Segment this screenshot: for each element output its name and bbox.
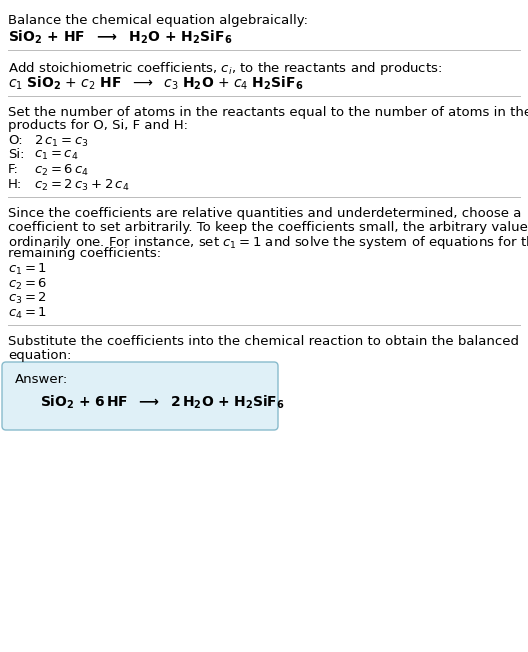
Text: $\mathbf{SiO_2}$ $\mathbf{+}$ $\mathbf{6\,HF}$  $\mathbf{\longrightarrow}$  $\ma: $\mathbf{SiO_2}$ $\mathbf{+}$ $\mathbf{6… — [40, 394, 285, 411]
Text: Add stoichiometric coefficients, $c_i$, to the reactants and products:: Add stoichiometric coefficients, $c_i$, … — [8, 60, 442, 77]
Text: $c_2 = 2\,c_3 + 2\,c_4$: $c_2 = 2\,c_3 + 2\,c_4$ — [34, 177, 129, 192]
Text: Si:: Si: — [8, 149, 24, 162]
Text: $c_2 = 6$: $c_2 = 6$ — [8, 276, 48, 291]
Text: ordinarily one. For instance, set $c_1 = 1$ and solve the system of equations fo: ordinarily one. For instance, set $c_1 =… — [8, 234, 528, 251]
Text: Substitute the coefficients into the chemical reaction to obtain the balanced: Substitute the coefficients into the che… — [8, 335, 519, 348]
Text: $c_4 = 1$: $c_4 = 1$ — [8, 306, 47, 321]
Text: Balance the chemical equation algebraically:: Balance the chemical equation algebraica… — [8, 14, 308, 27]
Text: O:: O: — [8, 134, 23, 147]
Text: H:: H: — [8, 177, 22, 190]
Text: coefficient to set arbitrarily. To keep the coefficients small, the arbitrary va: coefficient to set arbitrarily. To keep … — [8, 220, 528, 233]
Text: Since the coefficients are relative quantities and underdetermined, choose a: Since the coefficients are relative quan… — [8, 207, 521, 220]
Text: $c_3 = 2$: $c_3 = 2$ — [8, 291, 47, 306]
Text: Answer:: Answer: — [15, 373, 68, 386]
Text: $2\,c_1 = c_3$: $2\,c_1 = c_3$ — [34, 134, 89, 149]
Text: products for O, Si, F and H:: products for O, Si, F and H: — [8, 119, 188, 132]
Text: $c_1$ $\mathbf{SiO_2}$ $+$ $c_2$ $\mathbf{HF}$  $\longrightarrow$  $c_3$ $\mathb: $c_1$ $\mathbf{SiO_2}$ $+$ $c_2$ $\mathb… — [8, 74, 304, 92]
Text: remaining coefficients:: remaining coefficients: — [8, 248, 161, 261]
Text: equation:: equation: — [8, 349, 71, 361]
FancyBboxPatch shape — [2, 362, 278, 430]
Text: $c_1 = 1$: $c_1 = 1$ — [8, 262, 47, 277]
Text: $c_2 = 6\,c_4$: $c_2 = 6\,c_4$ — [34, 163, 89, 178]
Text: F:: F: — [8, 163, 19, 176]
Text: Set the number of atoms in the reactants equal to the number of atoms in the: Set the number of atoms in the reactants… — [8, 106, 528, 119]
Text: $c_1 = c_4$: $c_1 = c_4$ — [34, 149, 79, 162]
Text: $\mathbf{SiO_2}$ $\mathbf{+}$ $\mathbf{HF}$  $\mathbf{\longrightarrow}$  $\mathb: $\mathbf{SiO_2}$ $\mathbf{+}$ $\mathbf{H… — [8, 29, 232, 46]
